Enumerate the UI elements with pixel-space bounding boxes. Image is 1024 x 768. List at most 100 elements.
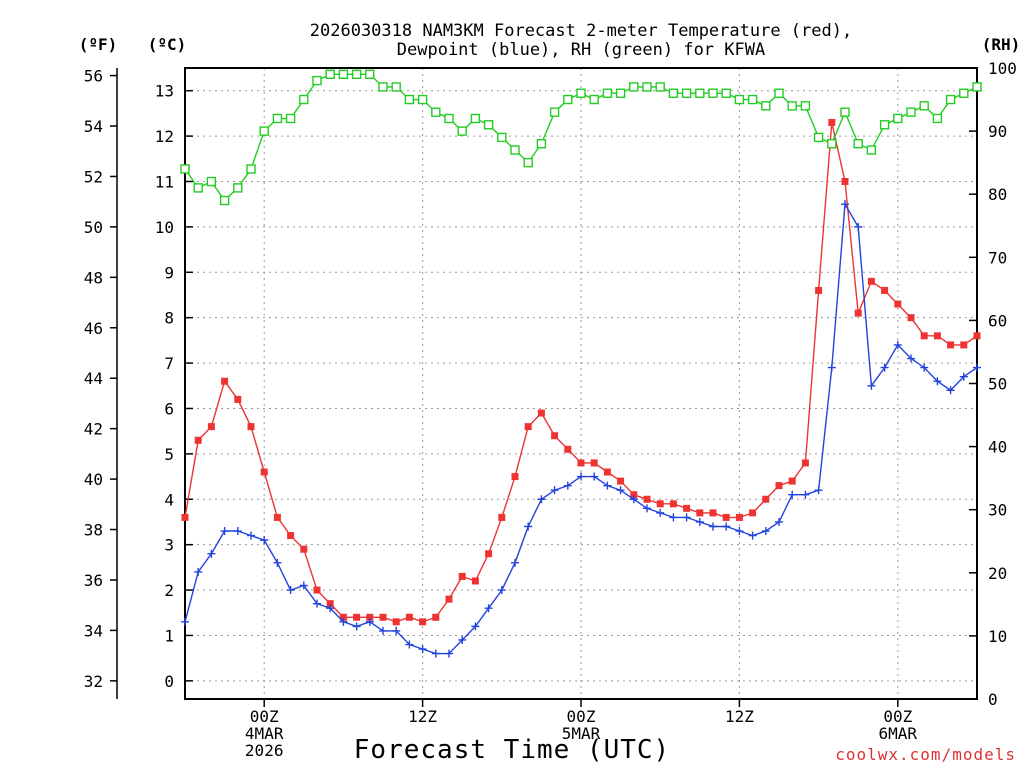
dewpoint-point: [339, 617, 348, 626]
c-tick-label: 6: [164, 399, 174, 418]
temperature-point: [221, 377, 229, 385]
f-tick-label: 46: [84, 319, 103, 338]
temperature-point: [683, 504, 691, 512]
temperature-point: [247, 423, 255, 431]
rh-point: [853, 139, 863, 149]
rh-axis: 0 10 20 30 40 50 60 70 80 90 100: [969, 59, 1017, 709]
rh-point: [813, 132, 824, 143]
c-tick-label: 13: [155, 82, 174, 101]
temperature-point: [260, 468, 268, 476]
rh-point: [695, 88, 705, 98]
temperature-point: [353, 613, 361, 621]
f-tick-label: 50: [84, 218, 103, 237]
dewpoint-point: [405, 640, 414, 649]
rh-point: [879, 120, 890, 130]
dewpoint-point: [735, 527, 744, 536]
rh-point: [457, 126, 467, 136]
temperature-point: [920, 332, 928, 340]
temperature-point: [392, 618, 400, 626]
rh-point: [523, 157, 533, 168]
temperature-point: [933, 332, 941, 340]
rh-point: [325, 69, 335, 80]
x-tick-label: 00Z: [567, 707, 596, 726]
temperature-point: [445, 595, 453, 603]
dewpoint-point: [352, 622, 361, 631]
dewpoint-point: [722, 522, 731, 531]
c-tick-label: 10: [155, 218, 174, 237]
rh-point: [351, 69, 362, 80]
dewpoint-point: [577, 472, 585, 481]
rh-point: [483, 120, 494, 130]
rh-point: [866, 145, 877, 155]
dewpoint-point: [603, 481, 612, 490]
temperature-point: [537, 409, 545, 417]
rh-tick-label: 100: [988, 59, 1017, 78]
temperature-point: [524, 423, 532, 431]
series-layer: [180, 69, 982, 658]
rh-point: [602, 88, 613, 98]
rh-point: [840, 107, 850, 117]
plot-frame: [184, 67, 978, 700]
rh-point: [642, 82, 652, 92]
temperature-point: [854, 309, 862, 317]
temperature-point: [828, 118, 836, 126]
c-tick-label: 11: [155, 172, 174, 191]
temperature-point: [590, 459, 598, 467]
temperature-point: [300, 545, 308, 553]
dewpoint-point: [511, 558, 519, 567]
rh-point: [431, 107, 441, 117]
dewpoint-point: [326, 604, 335, 613]
dewpoint-point: [616, 486, 625, 495]
dewpoint-point: [313, 599, 321, 608]
rh-point: [365, 69, 375, 80]
f-tick-label: 52: [84, 167, 103, 186]
chart-title-line-2: Dewpoint (blue), RH (green) for KFWA: [397, 40, 765, 60]
c-tick-label: 5: [164, 445, 174, 464]
temperature-point: [234, 395, 242, 403]
rh-tick-label: 40: [988, 438, 1007, 457]
dewpoint-point: [761, 527, 770, 536]
rh-point: [615, 88, 626, 98]
f-tick-label: 56: [84, 67, 103, 86]
rh-point: [497, 132, 507, 143]
x-tick-label: 5MAR: [562, 724, 601, 743]
rh-point: [800, 101, 811, 111]
rh-tick-label: 80: [988, 185, 1007, 204]
c-tick-label: 9: [164, 263, 174, 282]
rh-point: [589, 94, 599, 105]
temperature-point: [617, 477, 625, 485]
chart-title-line-1: 2026030318 NAM3KM Forecast 2-meter Tempe…: [310, 21, 852, 41]
rh-point: [945, 94, 956, 105]
rh-point: [180, 164, 190, 174]
rh-point: [233, 183, 243, 193]
c-tick-label: 2: [164, 581, 174, 600]
dewpoint-point: [907, 354, 915, 363]
rh-point: [787, 101, 797, 111]
rh-point: [536, 139, 547, 149]
rh-point: [193, 183, 203, 193]
dewpoint-point: [247, 531, 255, 540]
fahrenheit-axis-unit: (ºF): [79, 35, 118, 54]
rh-tick-label: 30: [988, 501, 1007, 520]
x-tick-label: 00Z: [250, 707, 279, 726]
rh-point: [404, 94, 415, 105]
temperature-point: [458, 572, 466, 580]
c-tick-label: 12: [155, 127, 174, 146]
dewpoint-point: [748, 531, 757, 540]
temperature-point: [735, 513, 743, 521]
temperature-point: [881, 286, 889, 294]
dewpoint-point: [379, 626, 387, 635]
x-tick-label: 4MAR: [245, 724, 284, 743]
rh-point: [761, 101, 771, 111]
rh-point: [655, 82, 665, 92]
dewpoint-point: [233, 527, 242, 536]
dewpoint-point: [801, 490, 810, 499]
rh-point: [932, 113, 943, 124]
temperature-point: [907, 314, 915, 322]
f-tick-label: 38: [84, 521, 103, 540]
credit-text: coolwx.com/models: [835, 745, 1016, 764]
dewpoint-point: [458, 635, 467, 644]
dewpoint-point: [973, 363, 981, 372]
